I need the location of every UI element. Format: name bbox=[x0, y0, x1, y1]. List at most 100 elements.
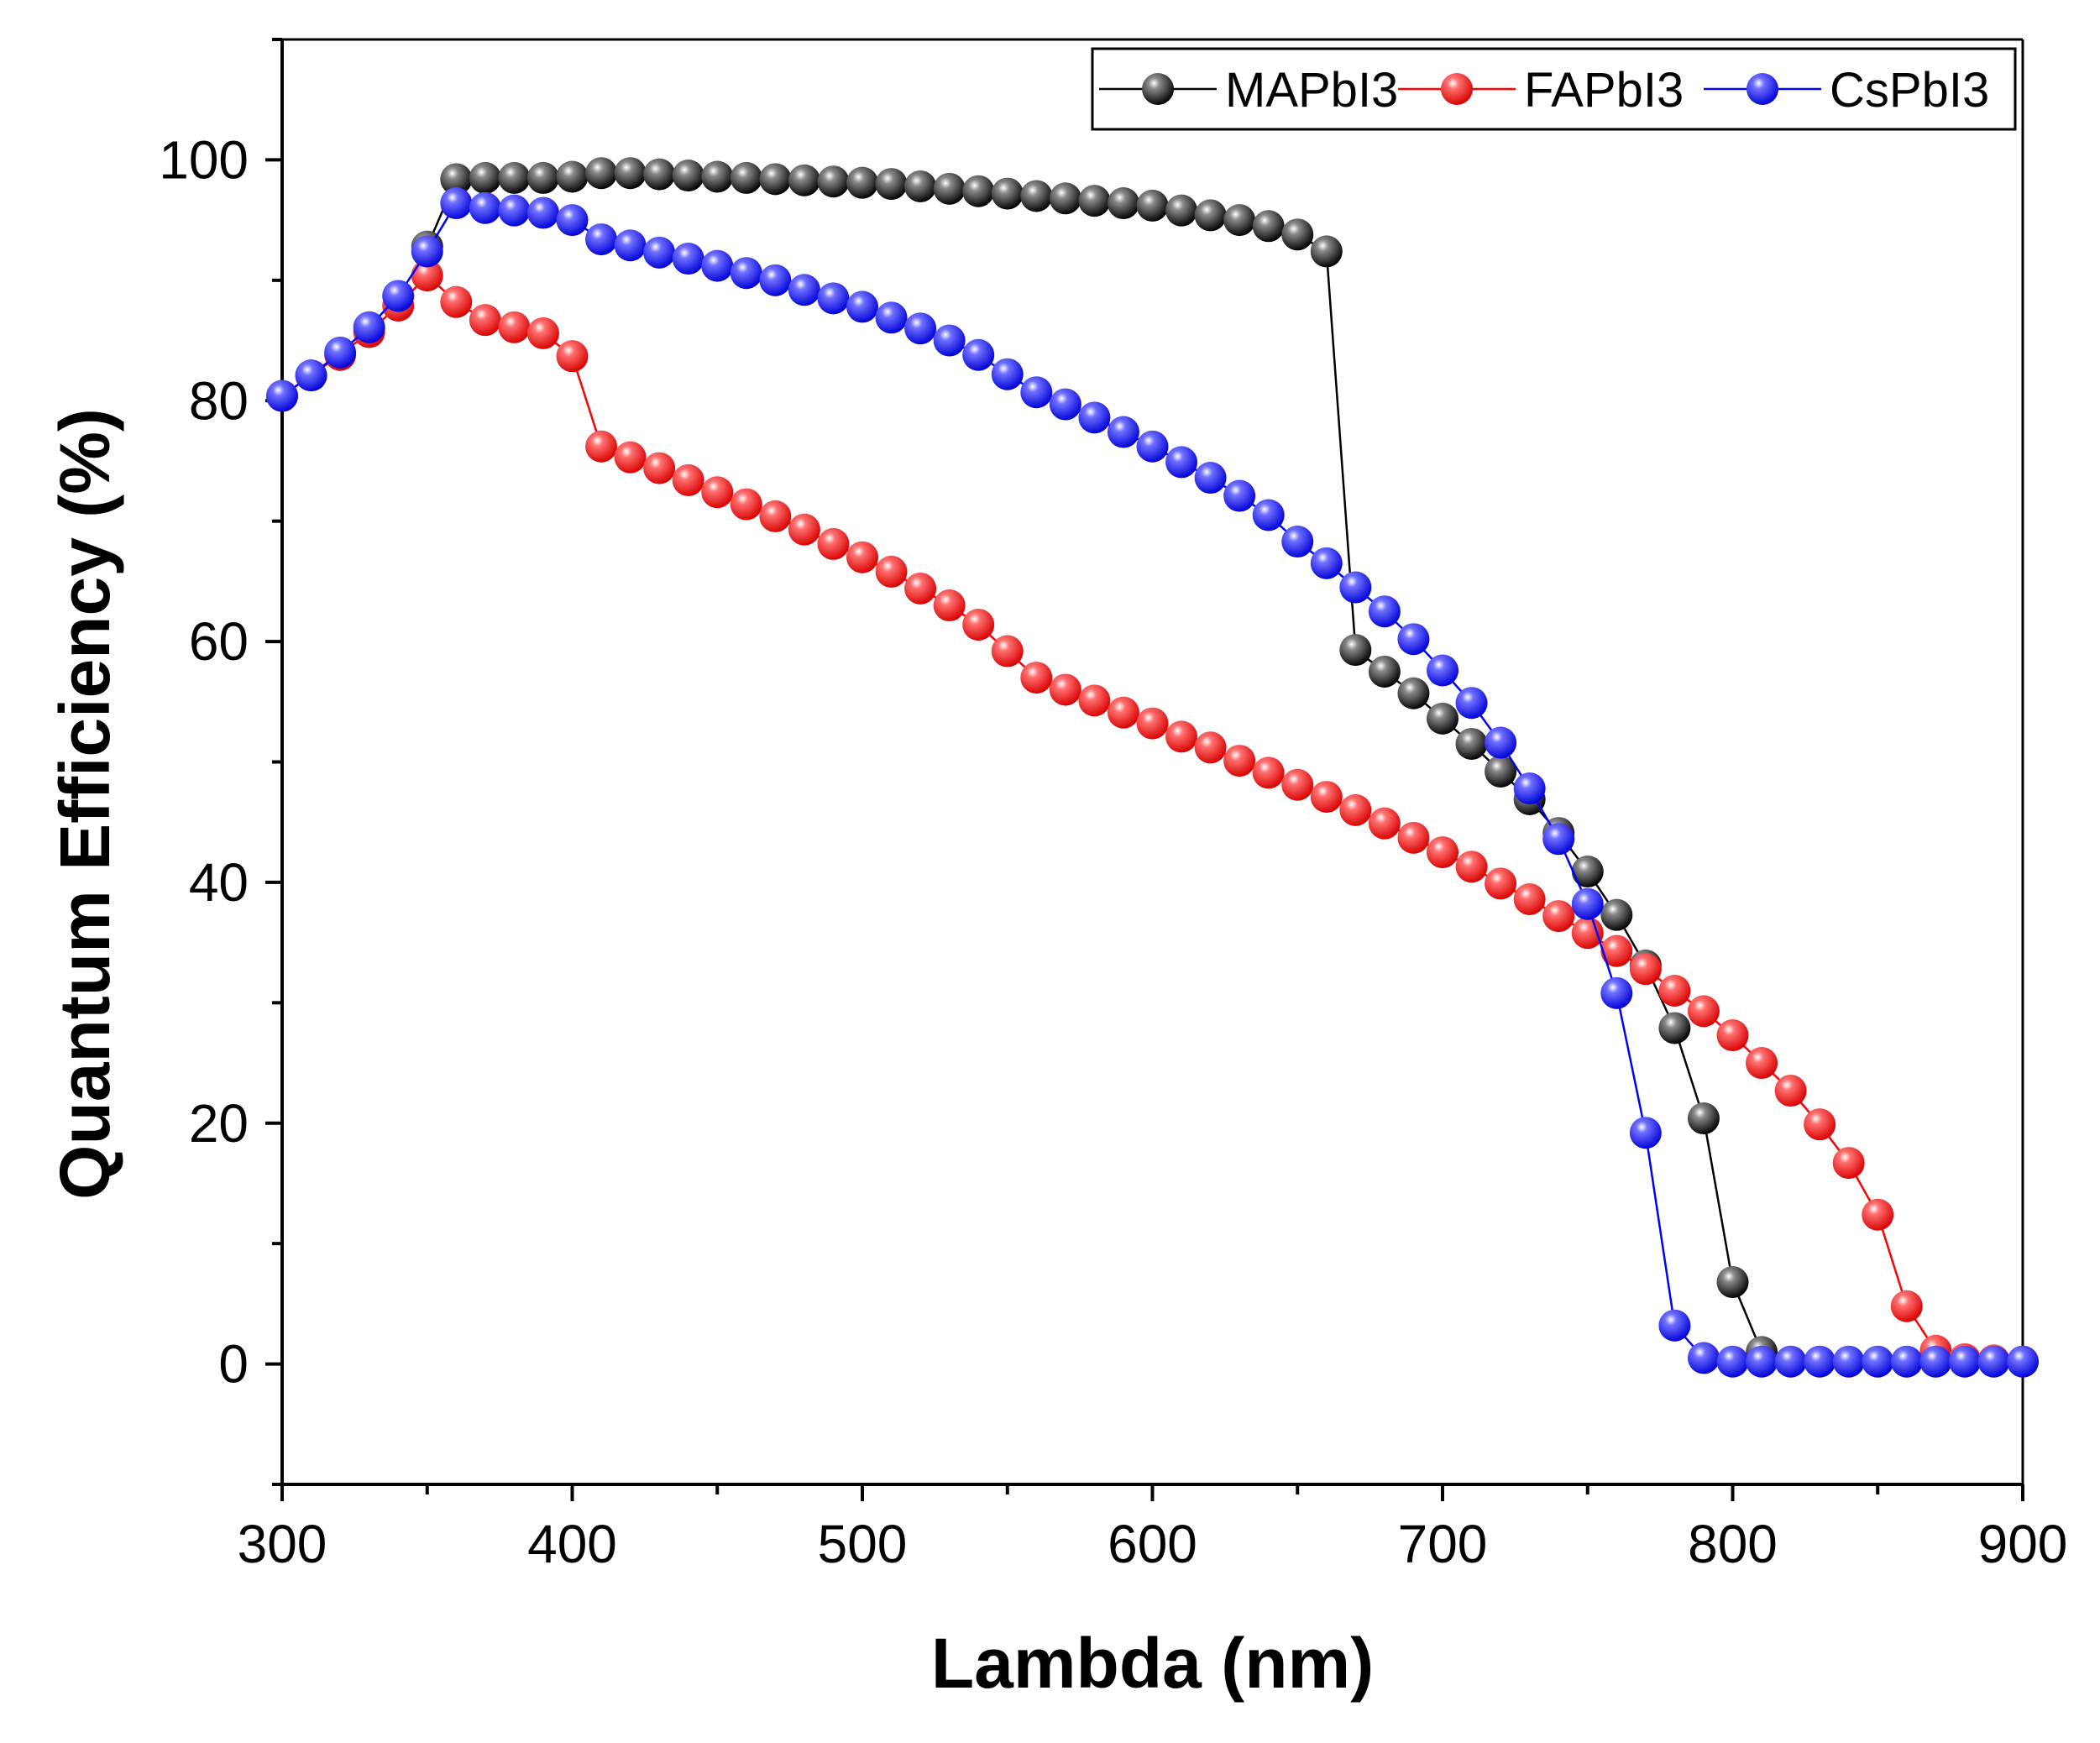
data-point bbox=[1832, 1147, 1865, 1180]
data-point bbox=[1485, 867, 1517, 900]
data-point bbox=[875, 168, 908, 201]
data-point bbox=[701, 476, 734, 509]
data-point bbox=[585, 430, 618, 463]
data-point bbox=[440, 187, 473, 220]
data-point bbox=[1020, 180, 1053, 212]
data-point bbox=[585, 157, 618, 190]
y-tick-label: 100 bbox=[159, 129, 249, 190]
data-point bbox=[1948, 1345, 1981, 1378]
data-point bbox=[1223, 479, 1256, 512]
data-point bbox=[1687, 995, 1720, 1028]
data-point bbox=[1600, 898, 1633, 931]
data-point bbox=[962, 338, 995, 371]
data-point bbox=[1687, 1342, 1720, 1374]
data-point bbox=[991, 635, 1024, 667]
series-FAPbI3 bbox=[266, 259, 2039, 1378]
data-point bbox=[672, 463, 704, 496]
x-axis-title: Lambda (nm) bbox=[931, 1624, 1374, 1703]
data-point bbox=[1890, 1290, 1923, 1322]
data-point bbox=[730, 257, 762, 290]
data-point bbox=[1223, 745, 1256, 777]
data-point bbox=[382, 280, 415, 312]
data-point bbox=[933, 589, 966, 622]
data-point bbox=[1281, 526, 1314, 558]
data-point bbox=[1455, 851, 1488, 883]
legend-label: MAPbI3 bbox=[1225, 63, 1398, 118]
legend-entry-FAPbI3: FAPbI3 bbox=[1398, 63, 1684, 118]
data-point bbox=[991, 358, 1024, 390]
data-point bbox=[1165, 720, 1198, 753]
data-point bbox=[1339, 571, 1372, 604]
data-point bbox=[1252, 756, 1285, 789]
x-tick-label: 300 bbox=[238, 1514, 327, 1574]
data-point bbox=[1658, 1309, 1691, 1342]
data-point bbox=[1339, 793, 1372, 826]
data-point bbox=[1368, 595, 1401, 628]
x-tick-label: 900 bbox=[1978, 1514, 2068, 1574]
data-point bbox=[1136, 430, 1169, 463]
data-point bbox=[846, 290, 878, 323]
data-point bbox=[1746, 1047, 1778, 1080]
plot-area bbox=[266, 157, 2039, 1378]
data-point bbox=[1455, 687, 1488, 720]
legend-label: CsPbI3 bbox=[1830, 63, 1989, 118]
data-point bbox=[2007, 1345, 2039, 1378]
data-point bbox=[1485, 726, 1517, 759]
data-point bbox=[1165, 194, 1198, 227]
data-point bbox=[1832, 1345, 1865, 1378]
y-axis-title: Quantum Efficiency (%) bbox=[45, 408, 124, 1200]
data-point bbox=[1890, 1345, 1923, 1378]
x-tick-label: 800 bbox=[1688, 1514, 1778, 1574]
data-point bbox=[1862, 1198, 1894, 1231]
y-tick-label: 0 bbox=[218, 1334, 249, 1395]
data-point bbox=[1252, 210, 1285, 243]
data-point bbox=[324, 336, 357, 369]
data-point bbox=[788, 513, 820, 546]
data-point bbox=[759, 500, 792, 532]
data-point bbox=[469, 161, 501, 194]
data-point bbox=[1368, 655, 1401, 688]
data-point bbox=[411, 235, 443, 268]
data-point bbox=[556, 204, 589, 237]
data-point bbox=[1397, 677, 1430, 709]
data-point bbox=[440, 163, 473, 196]
data-point bbox=[1078, 684, 1111, 717]
data-point bbox=[1427, 654, 1458, 687]
data-point bbox=[526, 317, 559, 349]
data-point bbox=[701, 160, 734, 193]
data-point bbox=[933, 324, 966, 357]
data-point bbox=[266, 379, 298, 412]
data-point bbox=[875, 301, 908, 334]
data-point bbox=[1078, 185, 1111, 217]
series-line bbox=[426, 171, 1763, 1353]
data-point bbox=[614, 157, 647, 190]
data-point bbox=[1049, 182, 1081, 215]
data-point bbox=[1919, 1345, 1952, 1378]
data-point bbox=[295, 359, 327, 392]
data-point bbox=[788, 274, 820, 306]
data-point bbox=[1542, 823, 1575, 856]
data-point bbox=[556, 160, 589, 193]
data-point bbox=[353, 311, 385, 343]
data-point bbox=[875, 555, 908, 588]
data-point bbox=[904, 312, 937, 345]
data-point bbox=[1774, 1345, 1807, 1378]
data-point bbox=[991, 177, 1024, 210]
y-tick-label: 80 bbox=[189, 370, 249, 431]
x-tick-label: 400 bbox=[527, 1514, 617, 1574]
data-point bbox=[643, 236, 676, 269]
data-point bbox=[1455, 727, 1488, 760]
series-MAPbI3 bbox=[411, 157, 1778, 1369]
data-point bbox=[1310, 781, 1343, 814]
data-point bbox=[1658, 974, 1691, 1007]
data-point bbox=[1427, 702, 1458, 735]
data-point bbox=[1774, 1075, 1807, 1107]
data-point bbox=[1281, 768, 1314, 801]
data-point bbox=[962, 609, 995, 641]
y-tick-label: 40 bbox=[189, 852, 249, 913]
data-point bbox=[526, 161, 559, 194]
data-point bbox=[1571, 917, 1604, 950]
data-point bbox=[1746, 1345, 1778, 1378]
data-point bbox=[817, 527, 850, 560]
data-point bbox=[1397, 623, 1430, 656]
